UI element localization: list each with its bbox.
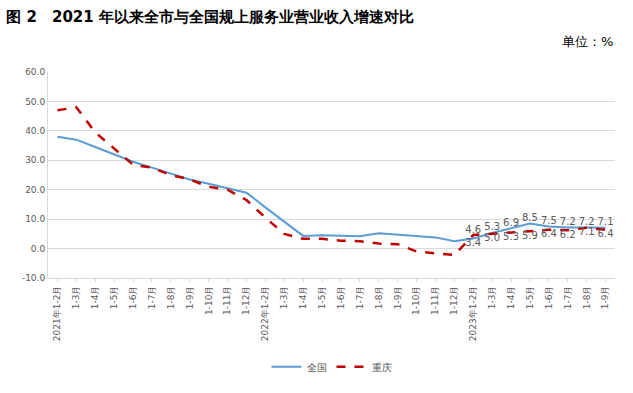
svg-text:2021年1-2月: 2021年1-2月 [52, 286, 62, 342]
svg-text:40.0: 40.0 [25, 126, 45, 136]
svg-text:1-5月: 1-5月 [317, 286, 327, 310]
svg-text:1-10月: 1-10月 [411, 286, 421, 315]
svg-text:全国: 全国 [307, 362, 327, 373]
svg-text:7.2: 7.2 [560, 216, 576, 227]
svg-text:1-11月: 1-11月 [430, 286, 440, 315]
svg-text:1-9月: 1-9月 [185, 286, 195, 310]
svg-text:5.9: 5.9 [522, 230, 538, 241]
svg-text:1-3月: 1-3月 [71, 286, 81, 310]
svg-text:1-6月: 1-6月 [336, 286, 346, 310]
svg-text:1-4月: 1-4月 [506, 286, 516, 310]
svg-text:6.9: 6.9 [503, 217, 519, 228]
svg-text:重庆: 重庆 [372, 362, 392, 373]
svg-text:1-6月: 1-6月 [544, 286, 554, 310]
svg-text:1-6月: 1-6月 [128, 286, 138, 310]
svg-text:6.2: 6.2 [560, 229, 576, 240]
svg-text:-10.0: -10.0 [22, 273, 46, 283]
svg-text:1-3月: 1-3月 [279, 286, 289, 310]
svg-text:0.0: 0.0 [31, 244, 46, 254]
svg-text:2023年1-2月: 2023年1-2月 [468, 286, 478, 342]
svg-text:1-12月: 1-12月 [241, 286, 251, 315]
svg-text:20.0: 20.0 [25, 185, 45, 195]
svg-text:1-7月: 1-7月 [355, 286, 365, 310]
svg-text:1-7月: 1-7月 [563, 286, 573, 310]
svg-text:4.6: 4.6 [465, 224, 481, 235]
svg-text:6.4: 6.4 [541, 228, 557, 239]
svg-text:1-8月: 1-8月 [374, 286, 384, 310]
svg-text:2022年1-2月: 2022年1-2月 [260, 286, 270, 342]
svg-text:1-5月: 1-5月 [525, 286, 535, 310]
svg-text:1-5月: 1-5月 [109, 286, 119, 310]
svg-text:5.3: 5.3 [503, 231, 519, 242]
svg-text:1-12月: 1-12月 [449, 286, 459, 315]
svg-text:1-11月: 1-11月 [222, 286, 232, 315]
svg-text:1-10月: 1-10月 [204, 286, 214, 315]
svg-text:1-8月: 1-8月 [166, 286, 176, 310]
svg-text:3.4: 3.4 [465, 237, 481, 248]
svg-text:1-8月: 1-8月 [582, 286, 592, 310]
svg-text:8.5: 8.5 [522, 212, 538, 223]
svg-text:图 2 2021 年以来全市与全国规上服务业营业收入增速对比: 图 2 2021 年以来全市与全国规上服务业营业收入增速对比 [6, 8, 414, 26]
svg-text:1-3月: 1-3月 [487, 286, 497, 310]
svg-text:7.2: 7.2 [579, 216, 595, 227]
svg-text:10.0: 10.0 [25, 214, 45, 224]
svg-text:1-4月: 1-4月 [90, 286, 100, 310]
svg-text:5.3: 5.3 [484, 221, 500, 232]
svg-text:7.1: 7.1 [579, 226, 595, 237]
svg-text:5.0: 5.0 [484, 232, 500, 243]
svg-text:7.5: 7.5 [541, 215, 557, 226]
svg-text:1-4月: 1-4月 [298, 286, 308, 310]
svg-text:50.0: 50.0 [25, 97, 45, 107]
svg-text:30.0: 30.0 [25, 155, 45, 165]
svg-text:60.0: 60.0 [25, 67, 45, 77]
svg-text:1-9月: 1-9月 [600, 286, 610, 310]
svg-text:单位：%: 单位：% [562, 34, 613, 49]
svg-text:6.4: 6.4 [598, 228, 614, 239]
svg-text:7.1: 7.1 [598, 216, 614, 227]
svg-text:1-9月: 1-9月 [393, 286, 403, 310]
svg-text:1-7月: 1-7月 [147, 286, 157, 310]
